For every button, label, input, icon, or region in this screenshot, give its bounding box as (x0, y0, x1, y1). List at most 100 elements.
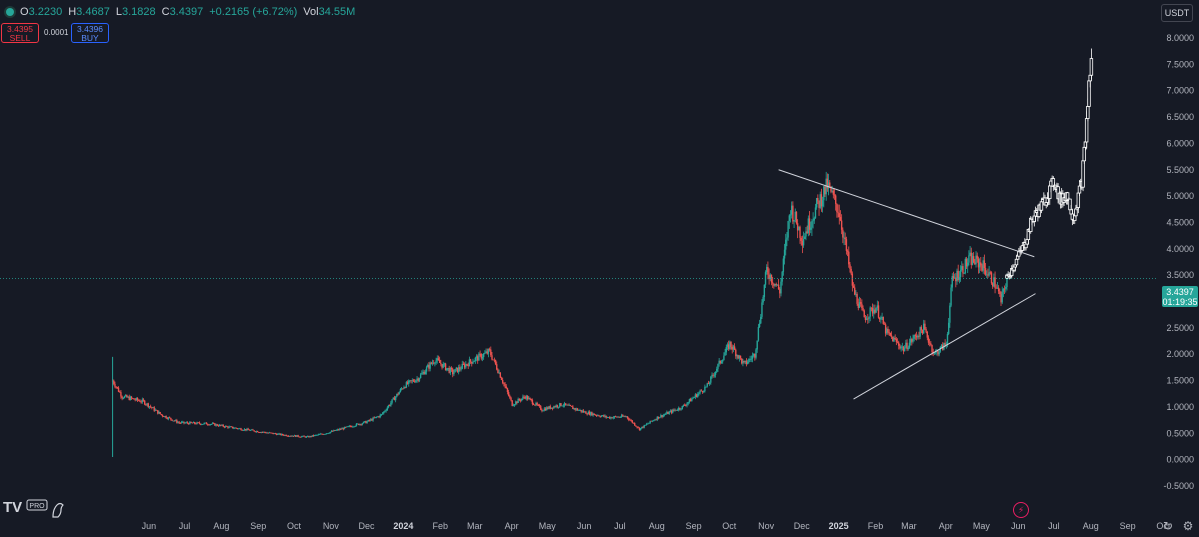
candle-body (243, 429, 246, 431)
candle-body (673, 409, 675, 411)
candle-body (920, 327, 923, 331)
candle-body (834, 195, 837, 204)
candle-body (754, 353, 756, 358)
candle-body (842, 229, 844, 238)
candle-body (397, 393, 399, 395)
candle-body (641, 426, 643, 429)
candle-body (139, 400, 141, 402)
tradingview-logo: TV PRO (3, 497, 83, 524)
candle-body (741, 358, 743, 364)
candle-body (876, 305, 879, 308)
candle-body (287, 435, 290, 437)
candle-body (823, 186, 825, 201)
currency-selector[interactable]: USDT (1161, 4, 1193, 22)
candle-body (394, 396, 397, 401)
sell-button[interactable]: 3.4395 SELL (1, 23, 39, 43)
candle-body (685, 405, 687, 407)
candle-body (266, 432, 268, 434)
candle-body (573, 408, 575, 410)
candle-body (708, 382, 711, 385)
candle-body (165, 416, 167, 419)
candle-body (588, 411, 591, 415)
candle-body (347, 426, 349, 428)
candle-body (488, 349, 491, 350)
candle-body (208, 424, 210, 426)
candle-body (813, 218, 815, 221)
candle-body (666, 412, 668, 414)
x-tick-label: Sep (1120, 521, 1136, 531)
candle-body (711, 374, 713, 377)
candle-body (146, 403, 148, 405)
candle-body (322, 434, 324, 435)
candle-body (392, 397, 394, 400)
candle-body (636, 426, 638, 428)
candle-body (795, 211, 798, 224)
y-tick-label: 0.5000 (1166, 428, 1194, 438)
candle-body (374, 416, 377, 418)
candle-body (798, 226, 800, 231)
lightning-icon[interactable]: ⚡ (1013, 502, 1029, 518)
candle-body (720, 361, 723, 364)
candle-body (321, 433, 323, 435)
candle-body (290, 435, 292, 437)
candle-body (383, 411, 385, 414)
candle-body (247, 428, 249, 430)
candle-body (988, 272, 990, 276)
candle-body (252, 429, 254, 431)
candle-body (879, 317, 881, 320)
candle-body (122, 398, 125, 399)
y-tick-label: 2.0000 (1166, 349, 1194, 359)
candle-body (543, 408, 546, 411)
candle-body (736, 355, 738, 357)
candle-body (580, 409, 582, 412)
candle-body (484, 352, 486, 354)
candle-body (421, 373, 423, 375)
candle-body (619, 417, 622, 418)
candle-body (128, 396, 130, 400)
candle-body (903, 347, 906, 352)
low-value: 3.1828 (121, 6, 156, 18)
candle-body (694, 394, 697, 398)
candle-body (726, 344, 729, 348)
buy-button[interactable]: 3.4396 BUY (71, 23, 109, 43)
candle-body (567, 404, 569, 406)
candle-body (523, 396, 525, 398)
candle-body (279, 433, 281, 436)
candle-body (503, 382, 505, 384)
candle-body (218, 424, 221, 427)
candle-body (154, 409, 157, 411)
candle-body (312, 435, 315, 437)
candle-body (974, 262, 976, 265)
candle-body (750, 358, 752, 360)
reset-icon[interactable]: ↻ (1162, 519, 1174, 533)
candle-body (801, 240, 804, 246)
candle-body (794, 211, 796, 221)
candle-body (630, 420, 632, 421)
candle-body (651, 420, 654, 422)
candle-body (550, 407, 553, 409)
candle-body (584, 411, 586, 413)
candle-body (474, 357, 477, 362)
candle-body (516, 401, 518, 403)
candle-body (839, 217, 842, 221)
x-tick-label: Mar (467, 521, 483, 531)
candle-body (676, 410, 679, 411)
candle-body (994, 277, 996, 288)
candle-body (626, 416, 629, 419)
candle-body (796, 223, 799, 231)
candle-body (668, 411, 670, 414)
candle-body (459, 367, 461, 370)
candle-body (480, 353, 482, 359)
candle-body (616, 416, 618, 418)
y-tick-label: 8.0000 (1166, 33, 1194, 43)
candle-body (650, 420, 653, 422)
sell-price: 3.4395 (7, 24, 33, 34)
candle-body (908, 342, 911, 348)
candle-body (642, 426, 644, 428)
candle-body (565, 403, 567, 405)
candle-body (629, 419, 631, 421)
gear-icon[interactable]: ⚙ (1182, 519, 1194, 533)
candle-body (738, 355, 741, 359)
candle-body (553, 406, 555, 409)
